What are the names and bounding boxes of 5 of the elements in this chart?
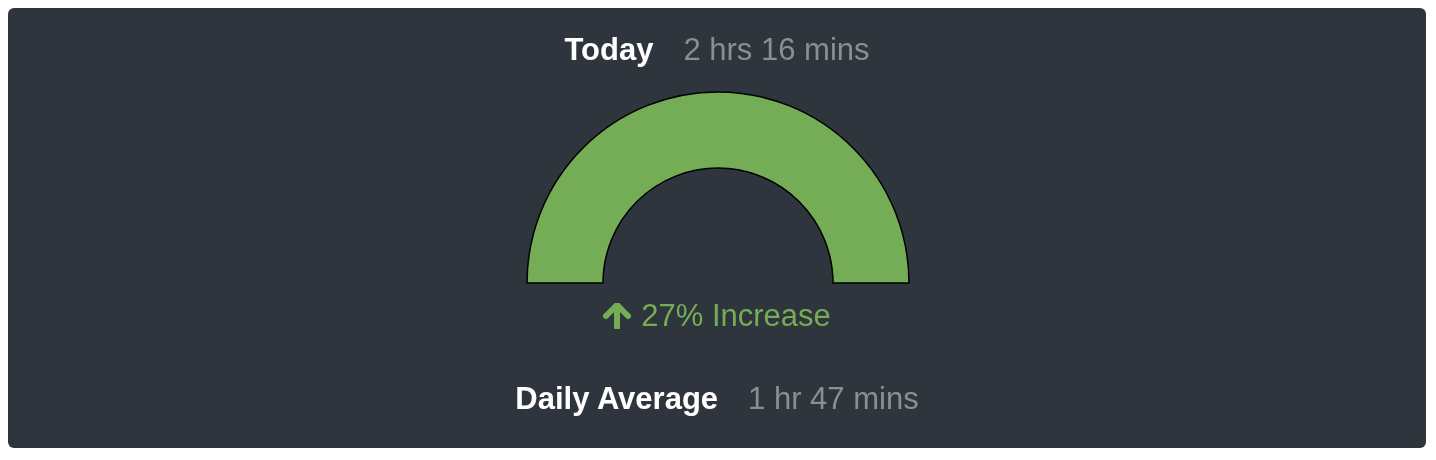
text: Daily Average — [515, 381, 719, 417]
chart-title: Today — [564, 32, 654, 68]
text: 1 hr 47 mins — [748, 381, 919, 417]
chart-subtitle: 2 hrs 16 mins — [683, 32, 870, 68]
text: 27% Increase — [641, 298, 831, 334]
